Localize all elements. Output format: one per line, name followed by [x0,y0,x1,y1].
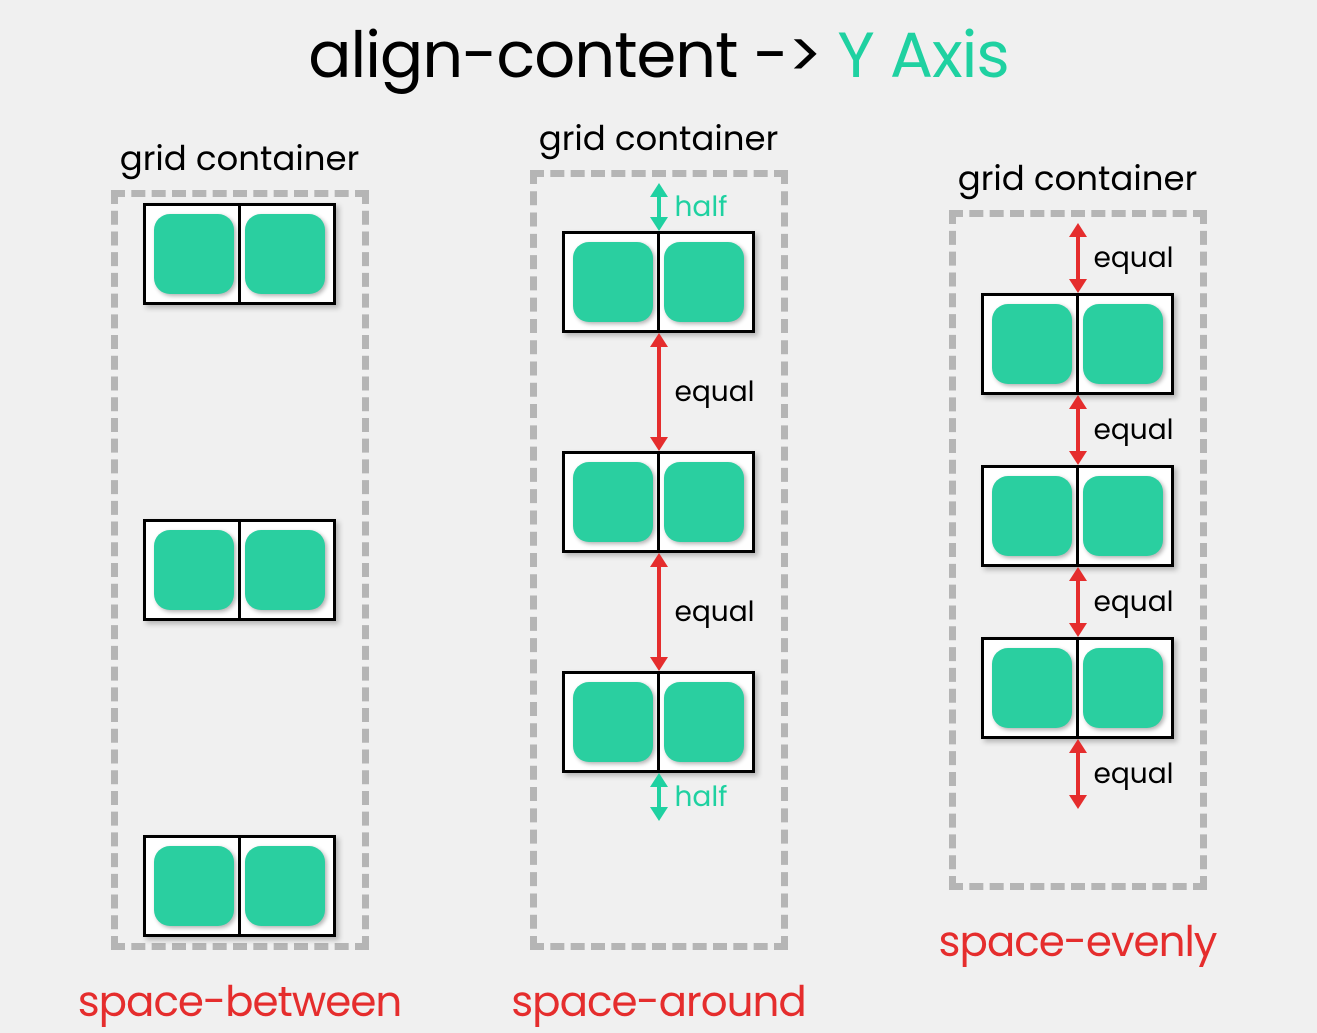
arrow-shaft [1076,409,1080,451]
arrow-head-up-icon [1069,223,1087,237]
grid-cell [573,462,653,542]
column-space-around: grid container half equal [459,113,859,1033]
grid-cell [245,214,325,294]
arrow-label: equal [1094,237,1174,279]
arrow-shaft [657,197,661,217]
title-accent: Y Axis [837,11,1008,100]
container-label: grid container [539,113,779,164]
arrow-head-down-icon [650,807,668,821]
container-label: grid container [958,153,1198,204]
grid-cell [1083,304,1163,384]
grid-container-around: half equal eq [530,170,788,950]
grid-row [981,637,1174,739]
columns-wrapper: grid container space-between grid c [0,113,1317,1033]
arrow-head-down-icon [1069,451,1087,465]
arrow-half-bottom: half [657,773,661,821]
grid-cell [992,648,1072,728]
column-footer: space-around [511,970,805,1033]
grid-cell [154,214,234,294]
arrow-label: equal [1094,409,1174,451]
arrow-head-up-icon [1069,739,1087,753]
cell-divider [657,454,660,550]
arrow-head-down-icon [1069,795,1087,809]
arrow-head-up-icon [650,183,668,197]
column-footer: space-between [78,970,402,1033]
cell-divider [238,522,241,618]
grid-row [143,519,336,621]
cell-divider [1076,296,1079,392]
arrow-label: equal [1094,581,1174,623]
grid-container-evenly: equal equal equal [949,210,1207,890]
arrow-shaft [657,347,661,437]
arrow-head-down-icon [650,437,668,451]
grid-cell [573,242,653,322]
arrow-head-up-icon [650,333,668,347]
arrow-head-down-icon [650,217,668,231]
arrow-equal: equal [1076,567,1080,637]
grid-cell [664,462,744,542]
grid-cell [1083,648,1163,728]
arrow-head-up-icon [650,553,668,567]
arrow-head-down-icon [650,657,668,671]
grid-row [562,231,755,333]
arrow-head-up-icon [1069,567,1087,581]
grid-row [562,671,755,773]
column-space-between: grid container space-between [40,133,440,1033]
grid-cell [992,476,1072,556]
page-title: align-content -> Y Axis [0,8,1317,103]
grid-row [143,835,336,937]
grid-row [981,293,1174,395]
arrow-half-top: half [657,183,661,231]
arrow-label: half [675,776,728,818]
arrow-equal: equal [657,333,661,451]
arrow-shaft [657,787,661,807]
arrow-label: equal [675,591,755,633]
cell-divider [657,674,660,770]
container-label: grid container [120,133,360,184]
grid-cell [154,846,234,926]
cell-divider [238,838,241,934]
cell-divider [238,206,241,302]
arrow-head-up-icon [1069,395,1087,409]
grid-cell [245,530,325,610]
column-footer: space-evenly [939,910,1217,973]
arrow-label: equal [675,371,755,413]
arrow-shaft [657,567,661,657]
grid-cell [1083,476,1163,556]
arrow-label: equal [1094,753,1174,795]
grid-cell [664,242,744,322]
cell-divider [1076,640,1079,736]
grid-container-between [111,190,369,950]
grid-cell [245,846,325,926]
grid-cell [664,682,744,762]
arrow-shaft [1076,237,1080,279]
arrow-shaft [1076,581,1080,623]
grid-row [143,203,336,305]
arrow-label: half [675,186,728,228]
arrow-head-down-icon [1069,279,1087,293]
grid-row [981,465,1174,567]
arrow-equal: equal [1076,739,1080,809]
arrow-head-up-icon [650,773,668,787]
arrow-shaft [1076,753,1080,795]
grid-cell [573,682,653,762]
arrow-equal: equal [1076,395,1080,465]
grid-cell [992,304,1072,384]
arrow-head-down-icon [1069,623,1087,637]
arrow-equal: equal [657,553,661,671]
title-prefix: align-content -> [308,11,837,100]
grid-cell [154,530,234,610]
column-space-evenly: grid container equal equal [878,153,1278,1033]
arrow-equal: equal [1076,223,1080,293]
cell-divider [657,234,660,330]
grid-row [562,451,755,553]
cell-divider [1076,468,1079,564]
